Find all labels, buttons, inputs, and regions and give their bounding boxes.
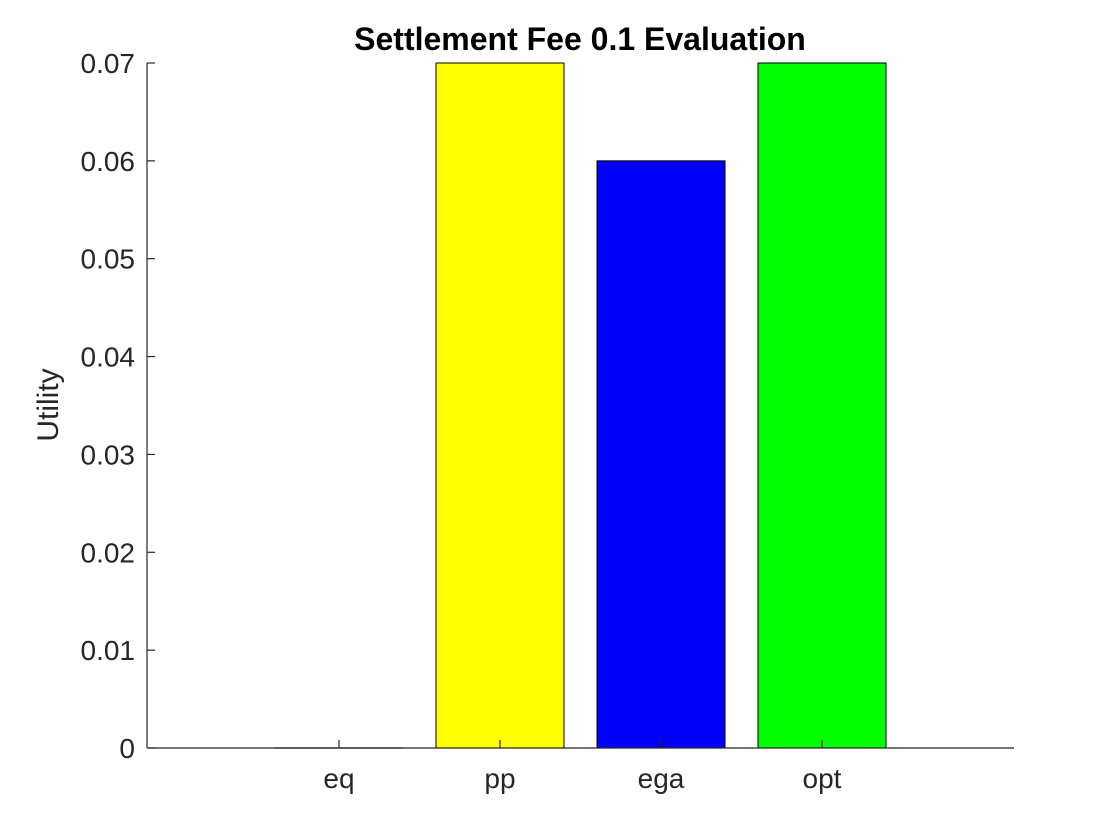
chart-title: Settlement Fee 0.1 Evaluation [354,21,806,57]
bar-pp [435,62,565,749]
y-tick-label: 0 [119,733,135,764]
y-tick-label: 0.07 [81,48,136,79]
y-axis-ticks: 0 0.01 0.02 0.03 0.04 0.05 0.06 0.07 [81,48,155,764]
x-tick-label-opt: opt [803,763,842,794]
y-axis-label: Utility [32,368,65,441]
y-tick-label: 0.03 [81,439,136,470]
y-tick-label: 0.04 [81,342,136,373]
x-tick-label-ega: ega [638,763,685,794]
y-tick-label: 0.06 [81,146,136,177]
x-axis-ticks: eq pp ega opt [323,740,842,794]
bars [275,62,887,749]
bar-opt [757,62,887,749]
y-tick-label: 0.01 [81,635,136,666]
x-tick-label-pp: pp [484,763,515,794]
x-tick-label-eq: eq [323,763,354,794]
y-tick-label: 0.05 [81,244,136,275]
bar-ega [596,160,726,749]
y-tick-label: 0.02 [81,537,136,568]
